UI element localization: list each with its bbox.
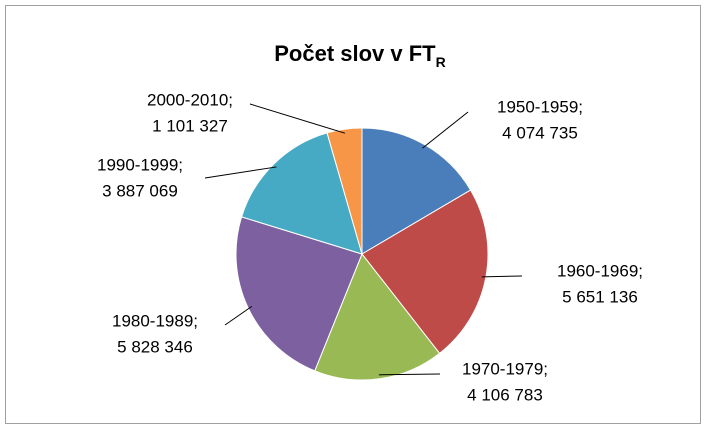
chart-title: Počet slov v FTR bbox=[274, 41, 446, 70]
category-label: 1990-1999; bbox=[97, 155, 183, 174]
pie-slice bbox=[361, 189, 489, 355]
title-main: Počet slov v FT bbox=[274, 41, 436, 66]
pie-slice bbox=[240, 132, 363, 255]
leader-line bbox=[481, 275, 523, 278]
title-subscript: R bbox=[436, 54, 446, 70]
leader-line bbox=[378, 373, 441, 376]
value-label: 4 074 735 bbox=[502, 123, 578, 142]
leader-line bbox=[204, 166, 277, 179]
value-label: 1 101 327 bbox=[152, 116, 228, 135]
category-label: 1960-1969; bbox=[557, 261, 643, 280]
pie-slice bbox=[314, 253, 441, 381]
category-label: 1970-1979; bbox=[462, 359, 548, 378]
leader-line bbox=[224, 305, 253, 326]
pie-slice bbox=[326, 127, 363, 255]
value-label: 4 106 783 bbox=[467, 385, 543, 404]
category-label: 1980-1989; bbox=[112, 311, 198, 330]
value-label: 5 651 136 bbox=[562, 287, 638, 306]
leader-line bbox=[249, 103, 346, 134]
category-label: 2000-2010; bbox=[147, 90, 233, 109]
pie-slice bbox=[235, 216, 363, 372]
leader-line bbox=[422, 111, 469, 149]
category-label: 1950-1959; bbox=[497, 97, 583, 116]
value-label: 3 887 069 bbox=[102, 181, 178, 200]
pie-slice bbox=[361, 127, 472, 255]
value-label: 5 828 346 bbox=[117, 337, 193, 356]
